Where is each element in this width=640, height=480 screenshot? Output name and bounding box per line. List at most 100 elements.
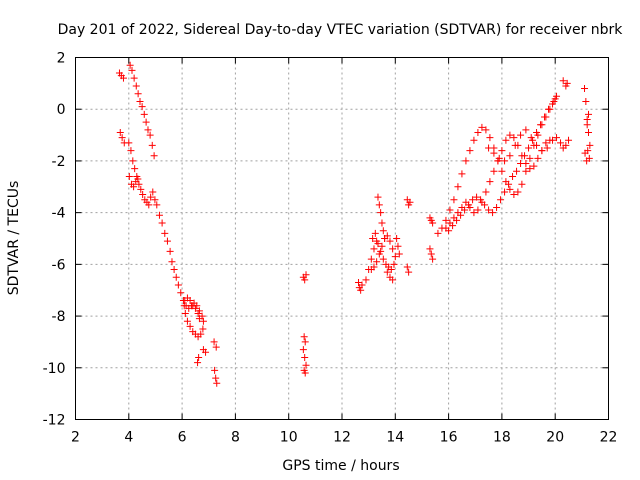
data-point — [442, 216, 450, 224]
data-point — [189, 328, 197, 336]
data-point — [525, 144, 533, 152]
data-point — [490, 167, 498, 175]
data-point — [485, 144, 493, 152]
data-point — [506, 185, 514, 193]
data-point — [163, 237, 171, 245]
data-point — [177, 289, 185, 297]
data-point — [374, 193, 382, 201]
data-point — [199, 317, 207, 325]
data-point — [542, 139, 550, 147]
data-point — [486, 134, 494, 142]
data-point — [166, 247, 174, 255]
data-point — [490, 149, 498, 157]
data-point — [551, 95, 559, 103]
data-series — [115, 61, 594, 387]
y-tick-label: -2 — [52, 154, 66, 170]
data-point — [585, 110, 593, 118]
data-point — [513, 167, 521, 175]
data-point — [130, 183, 138, 191]
data-point — [506, 131, 514, 139]
data-point — [522, 167, 530, 175]
data-point — [389, 276, 397, 284]
data-point — [526, 154, 534, 162]
data-point — [533, 128, 541, 136]
data-point — [301, 276, 309, 284]
data-point — [210, 338, 218, 346]
data-point — [129, 157, 137, 165]
data-point — [453, 216, 461, 224]
data-point — [501, 157, 509, 165]
data-point — [125, 139, 133, 147]
data-point — [194, 309, 202, 317]
data-point — [509, 172, 517, 180]
data-point — [466, 147, 474, 155]
x-tick-label: 8 — [231, 430, 240, 446]
data-point — [405, 268, 413, 276]
data-point — [474, 128, 482, 136]
data-point — [367, 266, 375, 274]
data-point — [212, 374, 220, 382]
plot-frame — [75, 57, 609, 420]
data-point — [191, 304, 199, 312]
y-tick-label: 2 — [57, 51, 66, 67]
data-point — [212, 343, 220, 351]
data-point — [450, 196, 458, 204]
data-point — [150, 152, 158, 160]
data-point — [300, 333, 308, 341]
y-tick-label: -6 — [52, 257, 66, 273]
data-point — [505, 180, 513, 188]
data-point — [138, 103, 146, 111]
data-point — [395, 250, 403, 258]
data-point — [449, 222, 457, 230]
data-point — [118, 134, 126, 142]
data-point — [195, 315, 203, 323]
data-point — [174, 281, 182, 289]
data-point — [522, 126, 530, 134]
data-point — [462, 157, 470, 165]
data-point — [549, 100, 557, 108]
data-point — [181, 309, 189, 317]
data-point — [586, 141, 594, 149]
data-point — [557, 139, 565, 147]
y-tick-label: -4 — [52, 206, 66, 222]
data-point — [379, 255, 387, 263]
x-tick-label: 22 — [600, 430, 618, 446]
data-point — [371, 229, 379, 237]
data-point — [517, 131, 525, 139]
data-point — [482, 126, 490, 134]
data-point — [537, 121, 545, 129]
data-point — [510, 191, 518, 199]
data-point — [126, 61, 134, 69]
data-point — [583, 121, 591, 129]
data-point — [301, 338, 309, 346]
data-point — [139, 191, 147, 199]
data-point — [147, 193, 155, 201]
data-point — [501, 188, 509, 196]
data-point — [383, 268, 391, 276]
data-point — [391, 253, 399, 261]
data-point — [495, 154, 503, 162]
data-point — [465, 201, 473, 209]
data-point — [458, 170, 466, 178]
data-point — [145, 201, 153, 209]
data-point — [445, 227, 453, 235]
x-tick-label: 20 — [546, 430, 564, 446]
data-point — [144, 126, 152, 134]
data-point — [457, 211, 465, 219]
data-point — [153, 201, 161, 209]
data-point — [506, 152, 514, 160]
data-point — [358, 281, 366, 289]
data-point — [168, 258, 176, 266]
data-point — [375, 250, 383, 258]
data-point — [131, 165, 139, 173]
data-point — [202, 348, 210, 356]
grid — [75, 57, 609, 420]
data-point — [186, 297, 194, 305]
data-point — [482, 188, 490, 196]
data-point — [582, 97, 590, 105]
data-point — [585, 154, 593, 162]
data-point — [521, 152, 529, 160]
y-axis-title: SDTVAR / TECUs — [6, 181, 22, 296]
data-point — [119, 74, 127, 82]
data-point — [151, 196, 159, 204]
